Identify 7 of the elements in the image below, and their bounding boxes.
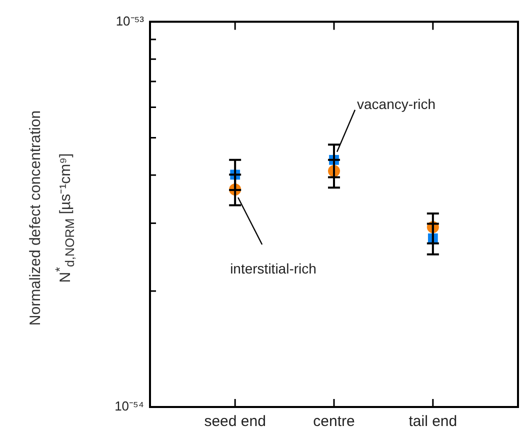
text: vacancy-rich [357, 96, 436, 112]
text: interstitial-rich [230, 260, 316, 276]
x-tick-label: centre [313, 413, 355, 430]
x-tick-label: seed end [204, 413, 266, 430]
y-tick-label: 10⁻⁵³ [116, 13, 145, 28]
x-tick-label: tail end [408, 413, 458, 430]
y-tick-label: 10⁻⁵⁴ [114, 398, 144, 414]
